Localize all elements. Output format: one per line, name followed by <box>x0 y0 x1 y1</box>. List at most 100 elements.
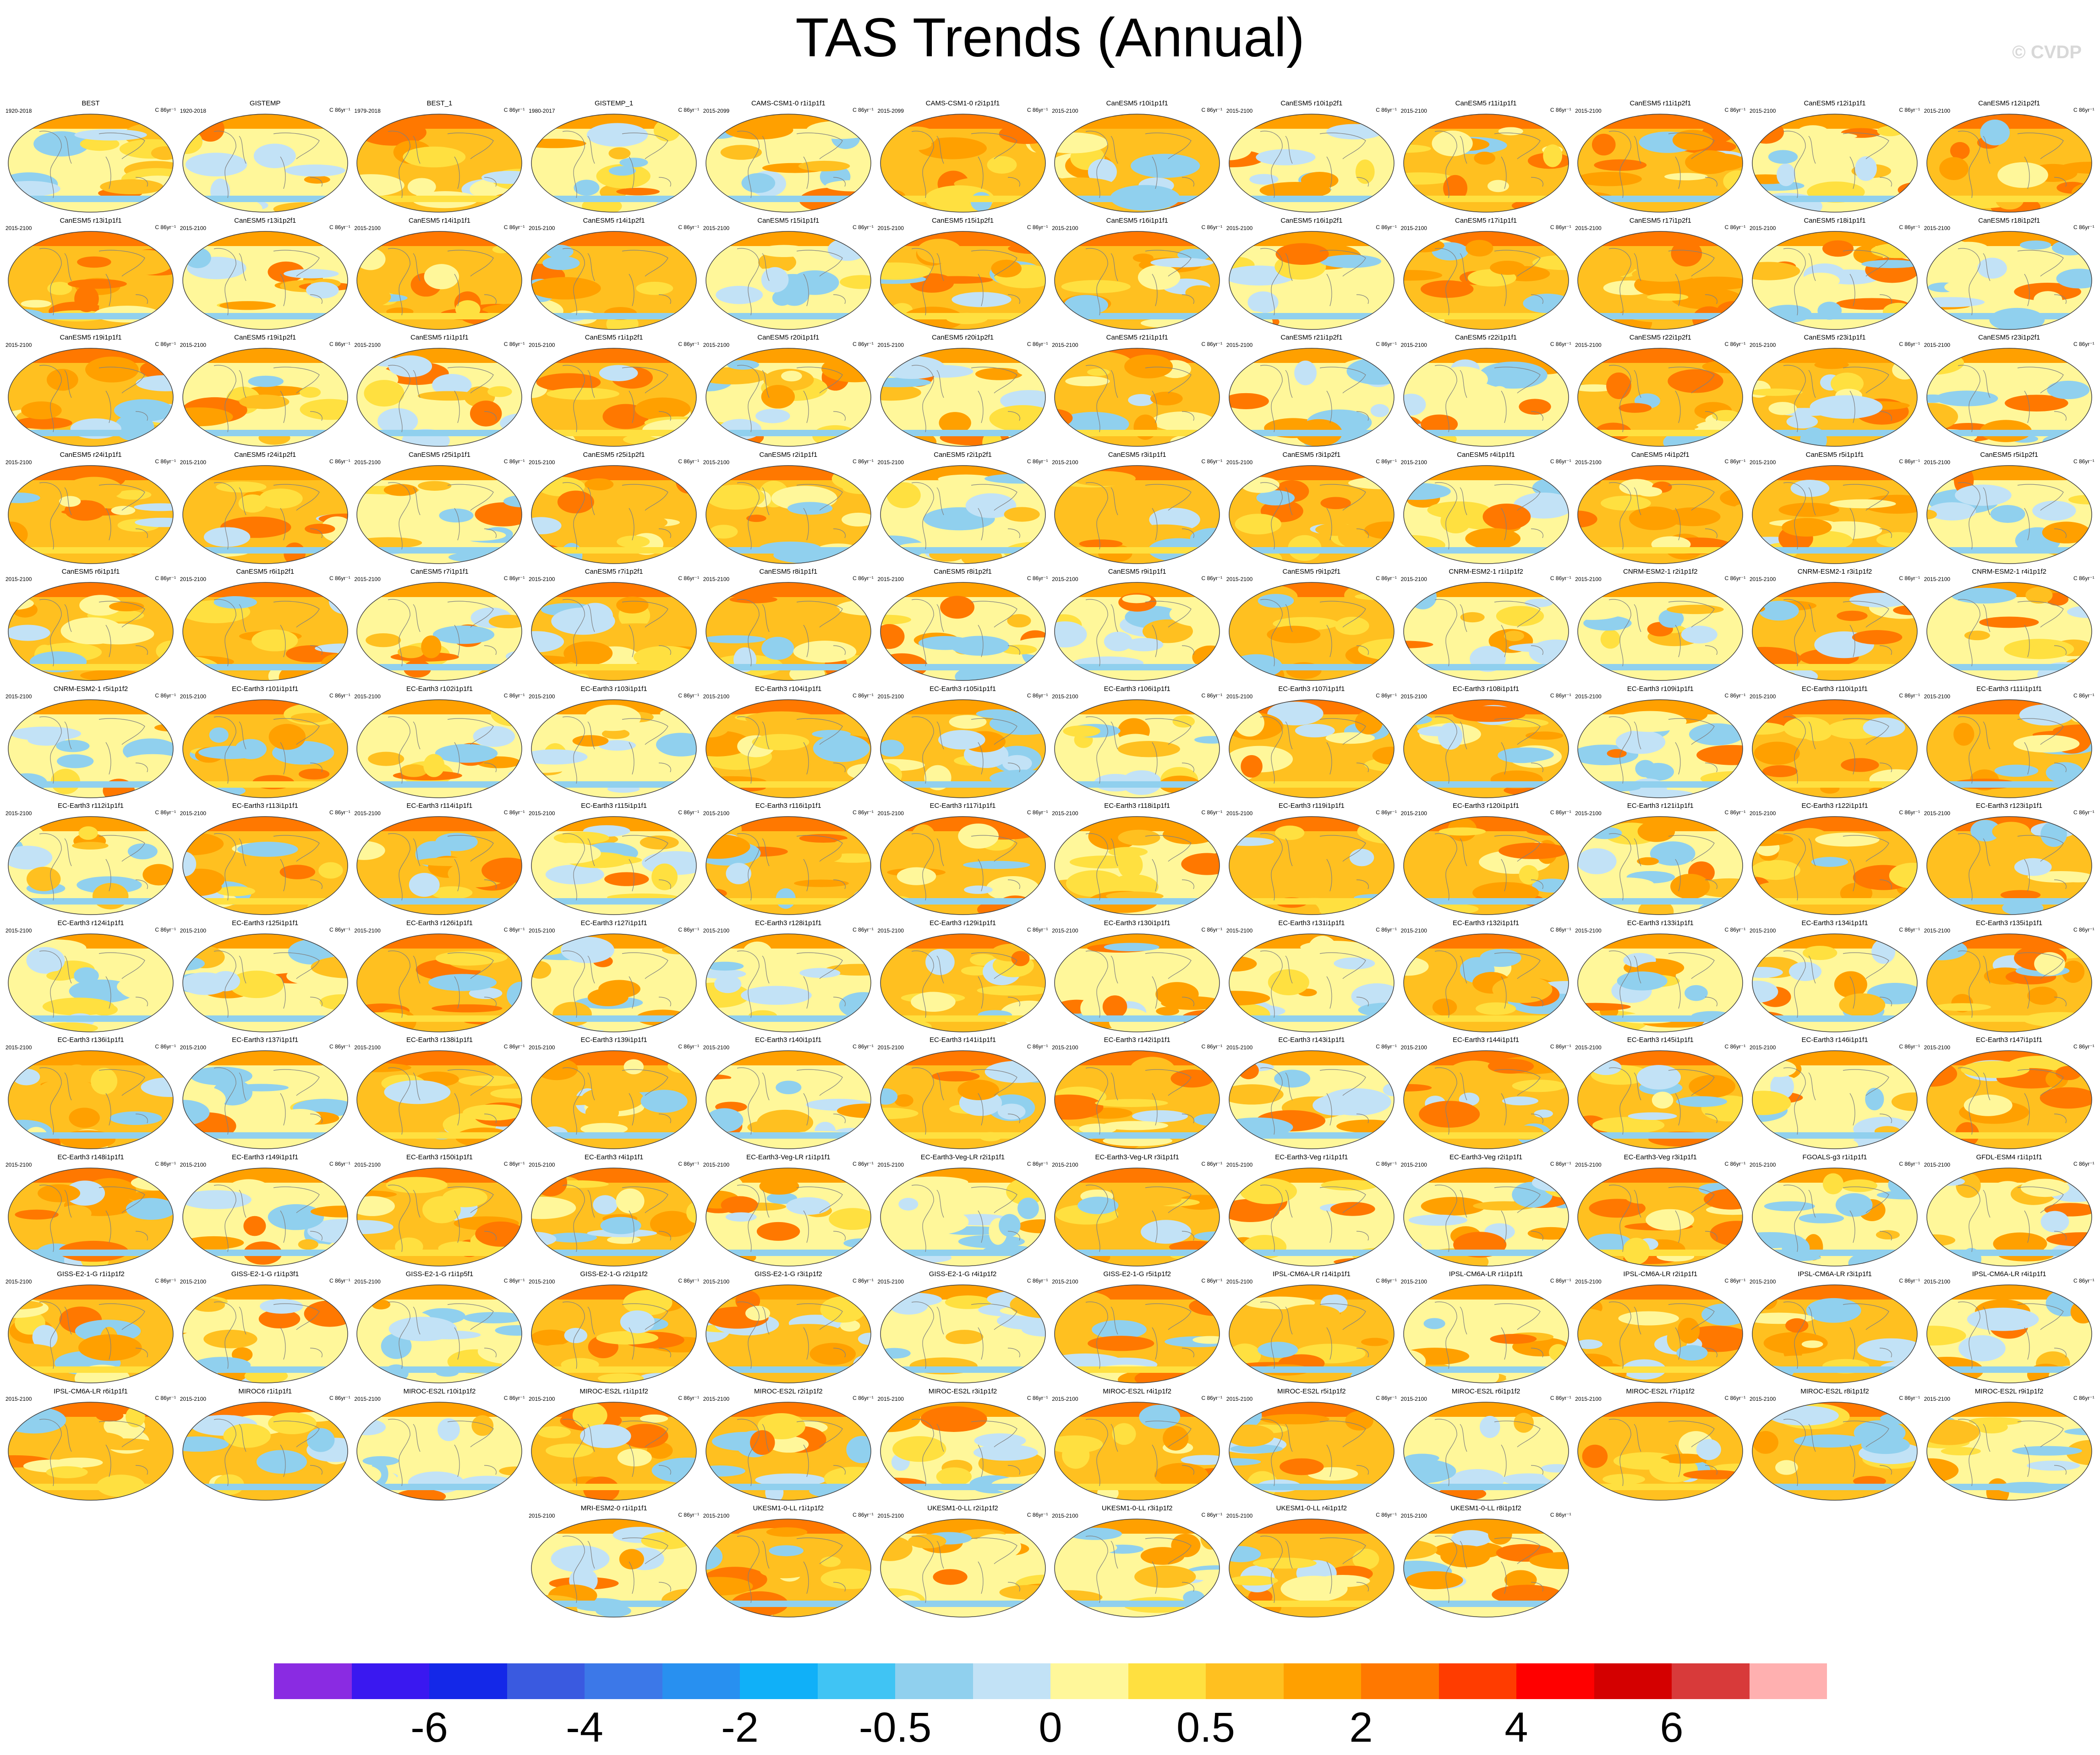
world-map-icon <box>1403 348 1569 447</box>
panel-period: 2015-2100 <box>877 459 904 466</box>
map-panel: GISS-E2-1-G r4i1p1f2 2015-2100 C 86yr⁻¹ <box>876 1270 1050 1387</box>
map-panel: UKESM1-0-LL r2i1p1f2 2015-2100 C 86yr⁻¹ <box>876 1504 1050 1621</box>
panel-title: CanESM5 r11i1p1f1 <box>1455 99 1517 107</box>
panel-period: 2015-2100 <box>877 1044 904 1051</box>
panel-title: MIROC-ES2L r6i1p1f2 <box>1451 1387 1520 1395</box>
colorbar-swatch <box>1672 1663 1750 1699</box>
panel-unit: C 86yr⁻¹ <box>1201 1394 1223 1401</box>
panel-unit: C 86yr⁻¹ <box>2073 1394 2095 1401</box>
world-map-icon <box>1926 348 2092 447</box>
panel-period: 2015-2100 <box>354 342 381 348</box>
panel-title: IPSL-CM6A-LR r6i1p1f1 <box>54 1387 128 1395</box>
map-panel: MIROC-ES2L r1i1p1f2 2015-2100 C 86yr⁻¹ <box>527 1388 701 1504</box>
panel-period: 2015-2100 <box>180 693 207 700</box>
panel-unit: C 86yr⁻¹ <box>503 1160 525 1167</box>
panel-title: CanESM5 r19i1p2f1 <box>234 334 296 341</box>
panel-period: 2015-2100 <box>703 1395 730 1402</box>
map-panel: EC-Earth3 r136i1p1f1 2015-2100 C 86yr⁻¹ <box>4 1036 178 1153</box>
world-map-icon <box>531 816 697 915</box>
panel-title: MIROC-ES2L r9i1p1f2 <box>1974 1387 2044 1395</box>
panel-period: 2015-2100 <box>1226 1278 1253 1285</box>
colorbar-tick-label: -2 <box>721 1704 759 1751</box>
panel-unit: C 86yr⁻¹ <box>1201 107 1223 113</box>
panel-unit: C 86yr⁻¹ <box>1724 107 1746 113</box>
panel-period: 2015-2100 <box>1052 576 1078 582</box>
map-panel: IPSL-CM6A-LR r1i1p1f1 2015-2100 C 86yr⁻¹ <box>1399 1270 1573 1387</box>
panel-unit: C 86yr⁻¹ <box>329 1278 350 1284</box>
panel-title: CanESM5 r20i1p1f1 <box>757 334 820 341</box>
map-panel: CanESM5 r21i1p1f1 2015-2100 C 86yr⁻¹ <box>1050 334 1224 450</box>
panel-period: 2015-2100 <box>1052 459 1078 466</box>
map-panel: CAMS-CSM1-0 r2i1p1f1 2015-2099 C 86yr⁻¹ <box>876 99 1050 216</box>
panel-unit: C 86yr⁻¹ <box>1550 575 1571 581</box>
panel-period: 2015-2100 <box>1052 225 1078 231</box>
map-panel: EC-Earth3 r111i1p1f1 2015-2100 C 86yr⁻¹ <box>1922 685 2096 802</box>
panel-title: EC-Earth3 r138i1p1f1 <box>406 1036 473 1044</box>
map-panel: CAMS-CSM1-0 r1i1p1f1 2015-2099 C 86yr⁻¹ <box>701 99 875 216</box>
panel-unit: C 86yr⁻¹ <box>329 575 350 581</box>
colorbar-swatch <box>429 1663 507 1699</box>
map-panel: IPSL-CM6A-LR r6i1p1f1 2015-2100 C 86yr⁻¹ <box>4 1388 178 1504</box>
map-panel: CanESM5 r22i1p1f1 2015-2100 C 86yr⁻¹ <box>1399 334 1573 450</box>
panel-title: MIROC-ES2L r1i1p1f2 <box>580 1387 648 1395</box>
world-map-icon <box>1577 816 1744 915</box>
world-map-icon <box>531 699 697 798</box>
map-panel: CanESM5 r22i1p2f1 2015-2100 C 86yr⁻¹ <box>1573 334 1747 450</box>
panel-period: 2015-2100 <box>5 693 32 700</box>
colorbar-tick-label: -0.5 <box>859 1704 932 1751</box>
panel-period: 2015-2100 <box>877 342 904 348</box>
panel-period: 1979-2018 <box>354 108 381 114</box>
world-map-icon <box>356 699 523 798</box>
map-panel: EC-Earth3 r131i1p1f1 2015-2100 C 86yr⁻¹ <box>1225 919 1399 1036</box>
panel-period: 2015-2100 <box>877 810 904 817</box>
panel-period: 2015-2100 <box>354 225 381 231</box>
panel-period: 2015-2100 <box>354 576 381 582</box>
panel-unit: C 86yr⁻¹ <box>1899 1278 1920 1284</box>
panel-period: 2015-2100 <box>703 1161 730 1168</box>
panel-unit: C 86yr⁻¹ <box>329 224 350 230</box>
map-panel: CNRM-ESM2-1 r2i1p1f2 2015-2100 C 86yr⁻¹ <box>1573 568 1747 685</box>
panel-title: GISTEMP_1 <box>594 99 634 107</box>
panel-unit: C 86yr⁻¹ <box>155 1278 176 1284</box>
map-panel: CanESM5 r23i1p2f1 2015-2100 C 86yr⁻¹ <box>1922 334 2096 450</box>
map-panel: CanESM5 r20i1p2f1 2015-2100 C 86yr⁻¹ <box>876 334 1050 450</box>
panel-title: MIROC-ES2L r10i1p1f2 <box>403 1387 476 1395</box>
map-panel: CanESM5 r5i1p1f1 2015-2100 C 86yr⁻¹ <box>1748 451 1922 568</box>
panel-unit: C 86yr⁻¹ <box>1201 809 1223 816</box>
panel-title: CanESM5 r6i1p2f1 <box>236 568 295 576</box>
panel-unit: C 86yr⁻¹ <box>503 809 525 816</box>
map-panel: EC-Earth3 r102i1p1f1 2015-2100 C 86yr⁻¹ <box>352 685 526 802</box>
panel-period: 2015-2100 <box>1575 693 1602 700</box>
world-map-icon <box>705 699 871 798</box>
panel-title: MRI-ESM2-0 r1i1p1f1 <box>580 1504 647 1512</box>
world-map-icon <box>182 699 348 798</box>
panel-title: CanESM5 r5i1p1f1 <box>1805 450 1864 459</box>
map-panel: CanESM5 r12i1p2f1 2015-2100 C 86yr⁻¹ <box>1922 99 2096 216</box>
panel-unit: C 86yr⁻¹ <box>155 692 176 699</box>
map-panel: IPSL-CM6A-LR r3i1p1f1 2015-2100 C 86yr⁻¹ <box>1748 1270 1922 1387</box>
map-panel: EC-Earth3 r148i1p1f1 2015-2100 C 86yr⁻¹ <box>4 1153 178 1270</box>
map-panel: EC-Earth3 r130i1p1f1 2015-2100 C 86yr⁻¹ <box>1050 919 1224 1036</box>
world-map-icon <box>1229 699 1395 798</box>
panel-period: 2015-2100 <box>1400 1513 1427 1519</box>
world-map-icon <box>1403 1050 1569 1149</box>
map-panel: CanESM5 r23i1p1f1 2015-2100 C 86yr⁻¹ <box>1748 334 1922 450</box>
world-map-icon <box>1229 816 1395 915</box>
map-panel: EC-Earth3 r107i1p1f1 2015-2100 C 86yr⁻¹ <box>1225 685 1399 802</box>
world-map-icon <box>880 348 1046 447</box>
world-map-icon <box>1054 230 1220 330</box>
panel-title: EC-Earth3-Veg r2i1p1f1 <box>1449 1153 1523 1161</box>
panel-title: CanESM5 r12i1p1f1 <box>1804 99 1866 107</box>
panel-unit: C 86yr⁻¹ <box>678 1394 700 1401</box>
panel-title: MIROC6 r1i1p1f1 <box>238 1387 292 1395</box>
panel-title: EC-Earth3 r103i1p1f1 <box>580 685 647 693</box>
panel-period: 2015-2100 <box>5 810 32 817</box>
map-panel: EC-Earth3 r147i1p1f1 2015-2100 C 86yr⁻¹ <box>1922 1036 2096 1153</box>
map-panel: CanESM5 r4i1p2f1 2015-2100 C 86yr⁻¹ <box>1573 451 1747 568</box>
world-map-icon <box>1403 1284 1569 1383</box>
panel-period: 2015-2100 <box>1052 1161 1078 1168</box>
map-panel: CanESM5 r8i1p2f1 2015-2100 C 86yr⁻¹ <box>876 568 1050 685</box>
world-map-icon <box>1403 1401 1569 1501</box>
colorbar-swatch <box>274 1663 352 1699</box>
panel-period: 2015-2100 <box>1575 342 1602 348</box>
